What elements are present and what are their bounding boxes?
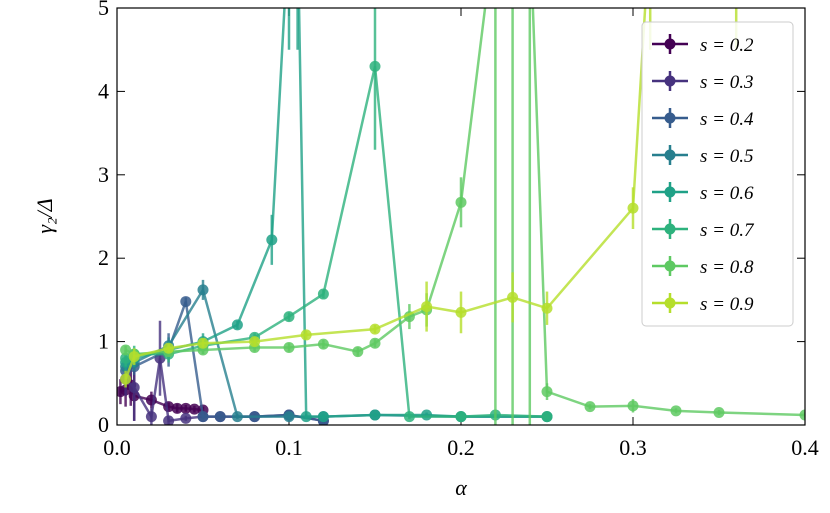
point: [180, 412, 192, 424]
point: [197, 411, 209, 423]
legend-marker: [664, 38, 676, 50]
legend-label: s = 0.7: [700, 220, 755, 241]
y-tick-label: 2: [98, 245, 109, 270]
point: [799, 409, 805, 421]
legend-marker: [664, 297, 676, 309]
point: [455, 196, 467, 208]
legend-label: s = 0.5: [700, 146, 753, 167]
point: [455, 411, 467, 423]
point: [317, 338, 329, 350]
point: [188, 403, 200, 415]
point: [455, 306, 467, 318]
point: [249, 336, 261, 348]
point: [317, 411, 329, 423]
legend-label: s = 0.6: [700, 183, 754, 204]
point: [120, 352, 132, 364]
legend: s = 0.2 s = 0.3 s = 0.4 s = 0.5 s = 0.6 s = 0…: [641, 21, 794, 327]
point: [541, 411, 553, 423]
point: [197, 284, 209, 296]
point: [369, 409, 381, 421]
point: [163, 415, 175, 425]
series-line: [125, 8, 547, 418]
x-tick-label: 0.3: [619, 435, 647, 460]
point: [120, 344, 132, 356]
point: [300, 329, 312, 341]
point: [352, 346, 364, 358]
ticks: 0.0 0.1 0.2 0.3 0.4 0 1 2 3 4 5: [98, 0, 819, 460]
legend-label: s = 0.9: [700, 294, 754, 315]
point: [180, 402, 192, 414]
point: [627, 400, 639, 412]
series-line: [125, 66, 548, 418]
point: [180, 296, 192, 308]
point: [128, 351, 140, 363]
legend-marker: [664, 260, 676, 272]
point: [541, 302, 553, 314]
legend-marker: [664, 186, 676, 198]
legend-label: s = 0.8: [700, 257, 754, 278]
series-line: [125, 286, 547, 418]
point: [231, 319, 243, 331]
legend-marker: [664, 223, 676, 235]
plot-area: [117, 8, 805, 425]
point: [163, 342, 175, 354]
y-tick-label: 1: [98, 329, 109, 354]
point: [283, 411, 295, 423]
y-axis-label: γ₂/Δ: [32, 198, 57, 233]
point: [713, 406, 725, 418]
point: [231, 411, 243, 423]
point: [214, 411, 226, 423]
legend-label: s = 0.3: [700, 72, 753, 93]
point: [369, 337, 381, 349]
point: [507, 291, 519, 303]
y-tick-label: 0: [98, 412, 109, 437]
point: [421, 409, 433, 421]
point: [283, 341, 295, 353]
point: [421, 301, 433, 313]
point: [128, 381, 140, 393]
legend-label: s = 0.4: [700, 109, 754, 130]
x-tick-label: 0.2: [447, 435, 475, 460]
axes-frame: [116, 7, 806, 426]
point: [300, 411, 312, 423]
point: [145, 411, 157, 423]
point: [627, 202, 639, 214]
point: [171, 402, 183, 414]
series-line: [124, 8, 647, 380]
point: [283, 311, 295, 323]
y-tick-label: 5: [98, 0, 109, 20]
point: [369, 60, 381, 72]
legend-marker: [664, 149, 676, 161]
x-tick-label: 0.0: [103, 435, 131, 460]
legend-box: [641, 21, 794, 327]
legend-marker: [664, 75, 676, 87]
point: [541, 386, 553, 398]
point: [584, 401, 596, 413]
point: [266, 234, 278, 246]
y-tick-label: 3: [98, 162, 109, 187]
y-tick-label: 4: [98, 78, 109, 103]
x-tick-label: 0.4: [791, 435, 819, 460]
point: [197, 337, 209, 349]
point: [120, 373, 132, 385]
point: [369, 323, 381, 335]
point: [317, 288, 329, 300]
x-tick-label: 0.1: [275, 435, 303, 460]
legend-marker: [664, 112, 676, 124]
legend-label: s = 0.2: [700, 35, 754, 56]
x-axis-label: α: [455, 475, 467, 500]
point: [403, 411, 415, 423]
point: [670, 405, 682, 417]
